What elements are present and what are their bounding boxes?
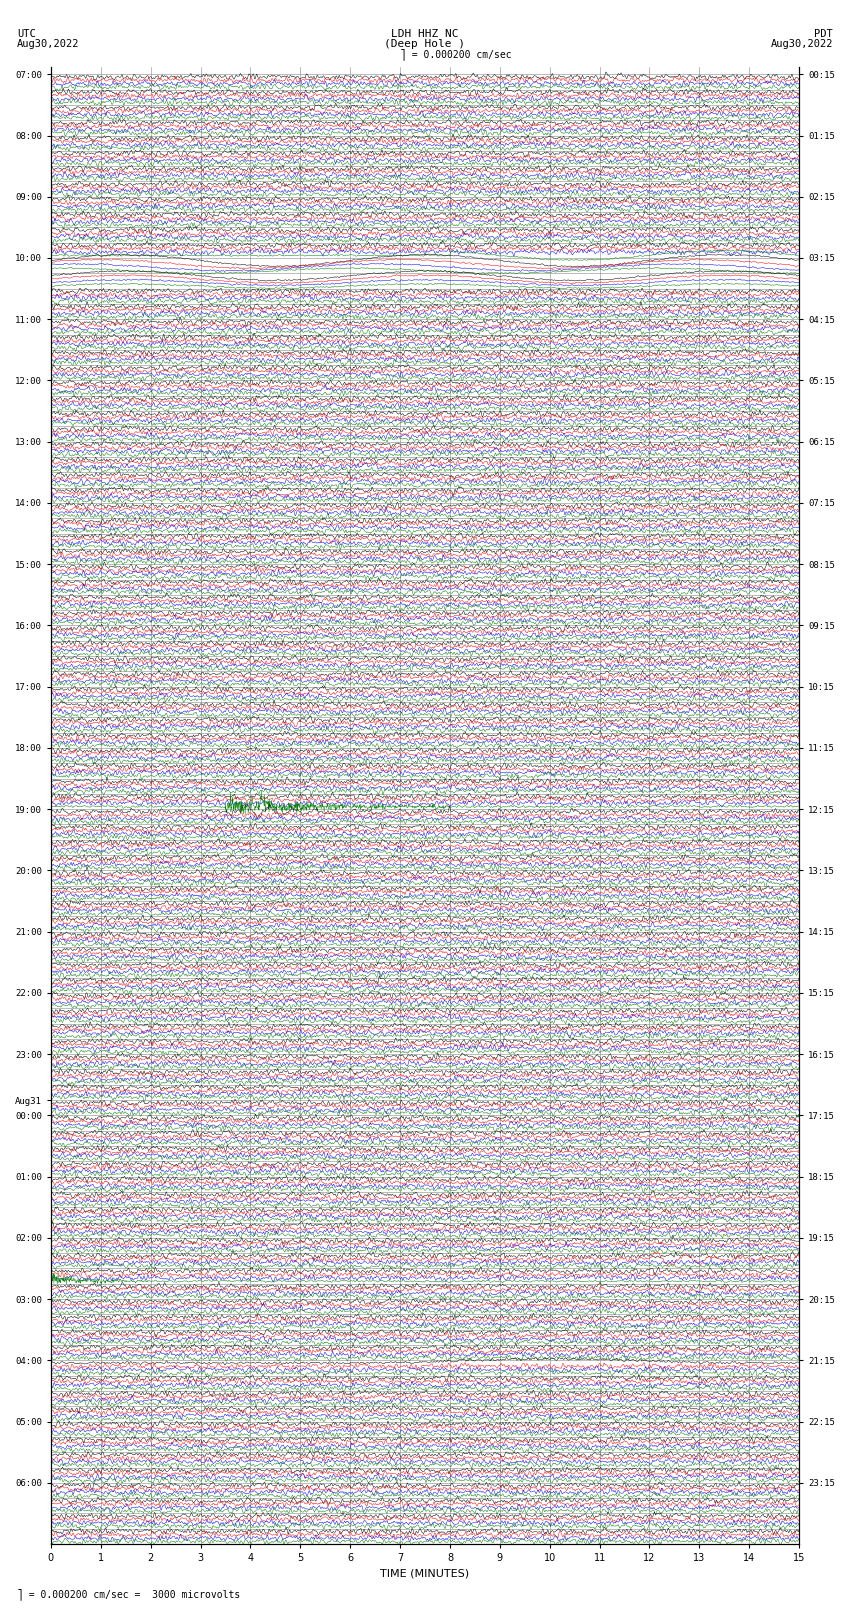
Text: UTC: UTC <box>17 29 36 39</box>
Text: (Deep Hole ): (Deep Hole ) <box>384 39 466 48</box>
Text: LDH HHZ NC: LDH HHZ NC <box>391 29 459 39</box>
Text: ⎤ = 0.000200 cm/sec: ⎤ = 0.000200 cm/sec <box>400 48 511 60</box>
Text: PDT: PDT <box>814 29 833 39</box>
Text: ⎤ = 0.000200 cm/sec =  3000 microvolts: ⎤ = 0.000200 cm/sec = 3000 microvolts <box>17 1589 241 1600</box>
Text: Aug30,2022: Aug30,2022 <box>770 39 833 48</box>
Text: Aug30,2022: Aug30,2022 <box>17 39 80 48</box>
X-axis label: TIME (MINUTES): TIME (MINUTES) <box>381 1569 469 1579</box>
